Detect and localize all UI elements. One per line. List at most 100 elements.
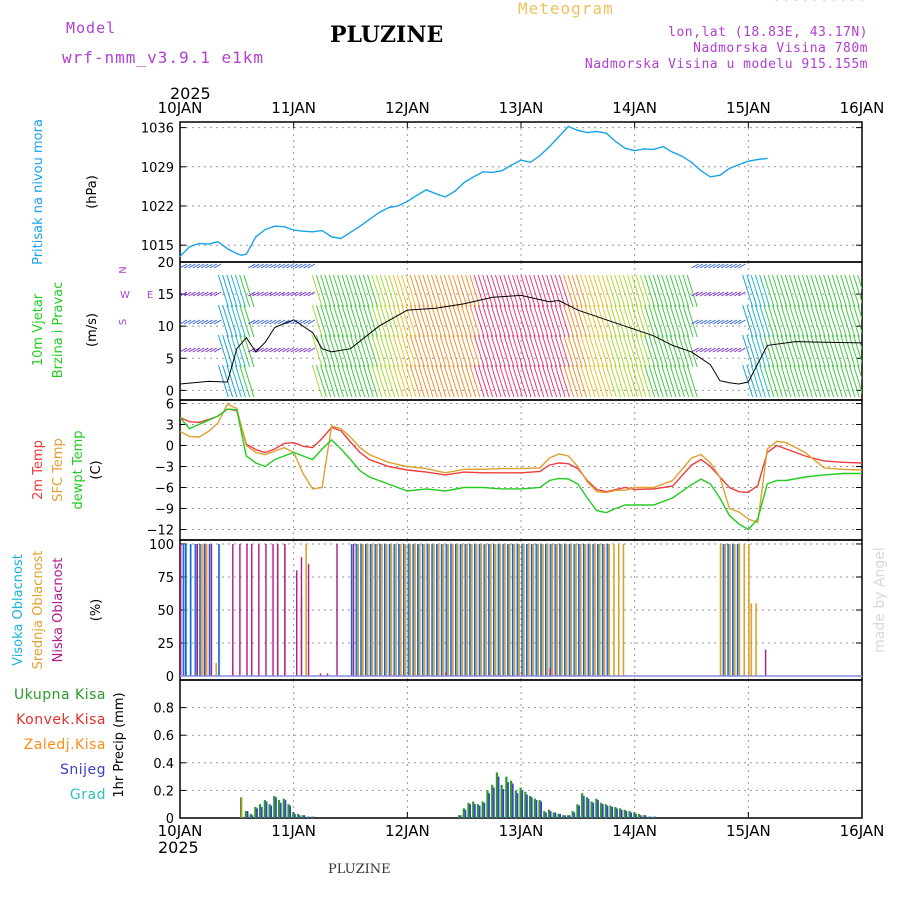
wind-barb — [260, 263, 269, 269]
mid-cloud-bar — [748, 543, 750, 677]
high-cloud-bar-edge — [355, 543, 357, 677]
wind-barb — [588, 334, 600, 368]
precip-bar-total — [609, 805, 612, 818]
wind-barb — [789, 364, 801, 398]
station-title: PLUZINE — [330, 22, 444, 48]
wind-barb — [358, 364, 370, 398]
high-cloud-bar-edge — [407, 543, 409, 677]
wind-barb — [230, 304, 242, 338]
wind-barb — [729, 319, 738, 325]
precip-bar-total — [273, 795, 276, 818]
wind-barb — [835, 334, 847, 368]
wind-barb — [426, 364, 438, 398]
wind-ylabel-2: Brzina i Pravac — [51, 282, 66, 379]
wind-barb — [704, 347, 712, 353]
wind-barb — [469, 364, 481, 398]
wind-barb — [738, 263, 746, 269]
wind-ylabel-group: 10m Vjetar Brzina i Pravac (m/s) W E N S — [31, 266, 153, 378]
wind-barb — [379, 304, 391, 338]
wind-barb — [443, 334, 455, 368]
precip-bar-total — [505, 776, 508, 818]
wind-barb — [750, 274, 762, 308]
high-cloud-bar-edge — [417, 543, 419, 677]
temp-ylabel-group: 2m Temp SFC Temp dewpt Temp (C) — [31, 430, 104, 509]
wind-barb — [656, 304, 668, 338]
precip-bar-snow — [625, 811, 628, 818]
xtick-label-top: 13JAN — [499, 99, 544, 117]
high-cloud-bar-edge — [398, 543, 400, 677]
wind-barb — [644, 274, 656, 308]
low-cloud-bar — [277, 543, 279, 677]
wind-barb — [797, 334, 809, 368]
wind-barb — [456, 304, 468, 338]
wind-barb — [661, 334, 673, 368]
ytick-label: 0.6 — [153, 729, 174, 744]
low-cloud-bar — [272, 543, 274, 677]
wind-barb — [840, 274, 852, 308]
wind-barb — [269, 347, 277, 353]
wind-barb — [379, 334, 391, 368]
wind-barb — [311, 364, 323, 398]
precip-bar-total — [306, 816, 309, 818]
precip-bar-snow — [488, 793, 490, 818]
precip-bar-total — [519, 787, 522, 818]
wind-barb — [332, 274, 344, 308]
wind-barb — [494, 304, 506, 338]
pressure-point — [501, 170, 503, 172]
wind-barb — [831, 274, 843, 308]
precip-bar-total — [538, 800, 541, 818]
pressure-point — [387, 207, 389, 209]
precip-bar-snow — [279, 802, 282, 818]
wind-barb — [725, 319, 733, 325]
high-cloud-bar-edge — [497, 543, 499, 677]
wind-barb — [358, 334, 370, 368]
temp-ylabel-sfc: SFC Temp — [51, 438, 66, 502]
high-cloud-bar-edge — [350, 543, 352, 677]
wind-barb — [350, 304, 361, 338]
pressure-point — [454, 190, 456, 193]
wind-barb — [196, 319, 205, 325]
wind-barb — [678, 274, 690, 308]
wind-barb — [699, 319, 708, 325]
wind-barb — [767, 274, 779, 308]
low-cloud-bar — [203, 543, 206, 677]
wind-barb — [754, 334, 766, 368]
wind-barb — [341, 274, 353, 308]
pressure-unit: (hPa) — [85, 175, 100, 209]
wind-barb — [367, 274, 379, 308]
high-cloud-bar-edge — [516, 543, 518, 677]
wind-barb — [354, 274, 366, 308]
wind-barb — [541, 364, 553, 398]
wind-barb — [622, 364, 634, 398]
wind-barb — [205, 347, 213, 353]
wind-barb — [209, 291, 218, 297]
wind-barb — [614, 304, 626, 338]
wind-barb — [234, 334, 246, 368]
wind-barb — [392, 274, 404, 308]
elevation-label: Nadmorska Visina 780m — [693, 41, 868, 56]
wind-barb — [324, 364, 336, 398]
precip-bar-total — [543, 811, 546, 818]
wind-barb — [418, 304, 430, 338]
wind-barb — [818, 274, 830, 308]
pressure-point — [738, 163, 740, 166]
precip-bar-snow — [516, 793, 519, 818]
precip-bar-total — [585, 797, 589, 818]
precip-bar-total — [576, 804, 579, 818]
wind-barb — [401, 334, 413, 368]
wind-barb — [597, 274, 609, 308]
wind-barb — [499, 334, 511, 368]
wind-barb — [294, 347, 303, 353]
wind-barb — [806, 364, 818, 398]
wind-barb — [537, 304, 549, 338]
wind-barb — [554, 304, 566, 338]
precip-bar-snow — [568, 815, 571, 818]
year-bottom: 2025 — [158, 838, 199, 857]
wind-barb — [597, 364, 609, 398]
wind-barb — [265, 347, 273, 353]
wind-barb — [750, 304, 762, 338]
wind-barb — [358, 304, 370, 338]
wind-barb — [763, 334, 775, 368]
wind-barb — [405, 334, 417, 368]
wind-barb — [311, 274, 323, 308]
